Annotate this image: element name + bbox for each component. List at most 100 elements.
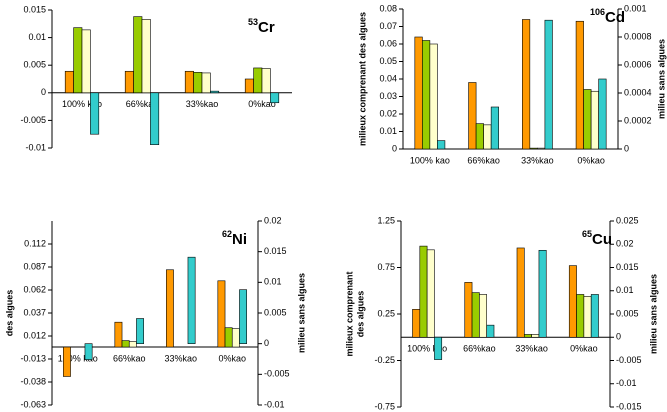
- y-tick-label: 0.01: [379, 126, 397, 136]
- x-tick-label: 100% kao: [407, 344, 447, 354]
- bar: [121, 340, 130, 348]
- bar: [422, 40, 431, 150]
- bar: [537, 147, 546, 150]
- x-tick-label: 100% kao: [58, 353, 98, 363]
- y2-axis-title: milieu sans algues: [648, 274, 658, 354]
- bar: [261, 68, 271, 94]
- y2-tick-label: 0: [624, 143, 629, 153]
- bar: [529, 147, 538, 150]
- y-tick-label: 0.005: [23, 60, 46, 70]
- bar: [429, 43, 438, 150]
- bar: [419, 245, 428, 338]
- y-tick-label: 0.06: [379, 38, 397, 48]
- x-tick-label: 0%kao: [218, 353, 246, 363]
- bar: [412, 309, 421, 338]
- y2-axis-title: milieu sans algues: [296, 273, 306, 353]
- y-tick-label: 0.02: [379, 108, 397, 118]
- y-tick-label: 0.01: [28, 32, 46, 42]
- y-tick-label: -0.25: [374, 355, 395, 365]
- y-tick-label: 0.75: [377, 262, 395, 272]
- y-tick-label: 0.08: [379, 3, 397, 13]
- bar: [434, 336, 443, 360]
- y2-tick-label: 0.02: [616, 239, 634, 249]
- bar: [544, 19, 553, 150]
- bar: [136, 318, 144, 344]
- y-tick-label: -0.063: [20, 399, 46, 409]
- x-tick-label: 66%kao: [113, 353, 146, 363]
- title-element: Cr: [258, 19, 275, 36]
- y-tick-label: -0.005: [20, 115, 46, 125]
- bar: [201, 72, 211, 94]
- y2-tick-label: 0.0008: [624, 31, 652, 41]
- bar: [598, 78, 607, 150]
- bar: [575, 20, 584, 150]
- y-tick-label: 0.112: [24, 238, 46, 248]
- bar: [475, 123, 484, 150]
- y2-tick-label: 0.001: [624, 3, 647, 13]
- chart-title: 65Cu: [582, 229, 612, 248]
- y-axis-title: milieux comprenant: [344, 271, 354, 356]
- chart-panel: 0 0.01 0.02 0.03 0.04 0.05 0.06 0.07 0.08 0 0.0002…: [357, 3, 666, 165]
- x-tick-label: 66%kao: [463, 344, 496, 354]
- y-tick-label: -0.75: [374, 401, 395, 411]
- y-tick-label: 0.087: [23, 261, 46, 271]
- y-tick-label: 0.04: [379, 73, 397, 83]
- y2-tick-label: 0.0002: [624, 115, 652, 125]
- y-tick-label: 0.25: [377, 308, 395, 318]
- y2-tick-label: -0.01: [264, 399, 285, 409]
- y2-tick-label: -0.015: [616, 401, 642, 411]
- bar: [124, 70, 134, 94]
- x-tick-label: 100% kao: [62, 99, 102, 109]
- bar: [150, 92, 160, 145]
- x-tick-label: 0%kao: [577, 155, 605, 165]
- bar: [538, 249, 547, 338]
- bar: [184, 70, 194, 94]
- y-tick-label: 0.03: [379, 91, 397, 101]
- bar: [239, 289, 247, 344]
- bar: [426, 249, 435, 338]
- x-tick-label: 33%kao: [164, 353, 197, 363]
- bar: [590, 294, 599, 338]
- bar: [479, 294, 487, 338]
- y2-tick-label: 0.025: [616, 215, 639, 225]
- y-tick-label: 0.015: [23, 4, 46, 14]
- x-tick-label: 33%kao: [521, 155, 554, 165]
- y-tick-label: -0.038: [20, 376, 46, 386]
- bar: [217, 280, 226, 348]
- y2-tick-label: 0: [616, 332, 621, 342]
- title-mass: 65: [582, 229, 592, 239]
- bar: [128, 341, 137, 348]
- x-tick-label: 100% kao: [410, 155, 450, 165]
- bar: [193, 72, 203, 94]
- bar: [490, 106, 499, 150]
- y-tick-label: 1.25: [377, 215, 395, 225]
- y2-tick-label: 0.01: [264, 277, 282, 287]
- bar: [464, 282, 473, 338]
- bar: [114, 321, 123, 348]
- y-tick-label: -0.013: [20, 353, 46, 363]
- bar: [64, 70, 74, 94]
- bar: [187, 256, 196, 344]
- bar: [90, 92, 100, 135]
- y2-tick-label: -0.005: [264, 369, 290, 379]
- y2-tick-label: 0.0004: [624, 87, 652, 97]
- bar: [166, 269, 174, 348]
- chart-title: 106Cd: [590, 7, 625, 26]
- y2-tick-label: -0.01: [616, 378, 637, 388]
- bar: [133, 16, 143, 94]
- bar: [568, 265, 577, 338]
- bar: [73, 27, 83, 94]
- y-tick-label: 0.05: [379, 56, 397, 66]
- bar: [531, 334, 540, 338]
- bar: [224, 327, 233, 348]
- bar: [590, 90, 599, 150]
- y-tick-label: 0: [392, 143, 397, 153]
- bar: [524, 334, 532, 338]
- bar: [414, 36, 423, 150]
- y2-axis-title: milieu sans algues: [656, 39, 666, 119]
- y2-tick-label: -0.005: [616, 355, 642, 365]
- y-tick-label: -0.01: [25, 142, 46, 152]
- bar: [84, 343, 93, 360]
- bar: [471, 292, 480, 338]
